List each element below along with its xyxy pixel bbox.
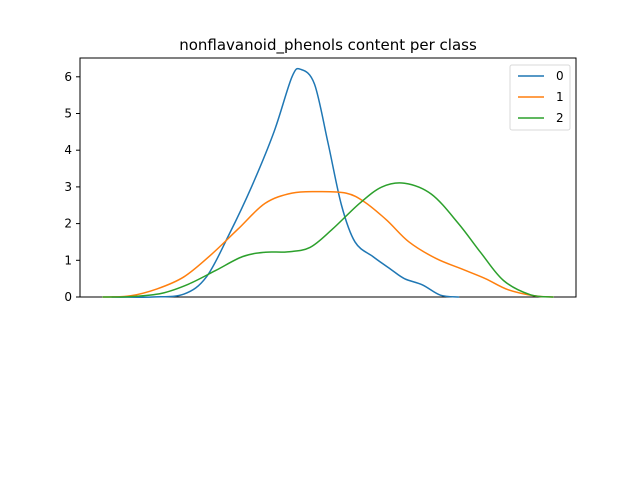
series-layer [103, 69, 553, 298]
y-tick-label: 3 [64, 180, 72, 194]
y-tick-label: 1 [64, 253, 72, 267]
y-tick-label: 5 [64, 107, 72, 121]
series-line-2 [103, 183, 553, 297]
legend-label-2: 2 [556, 111, 564, 125]
y-tick-label: 2 [64, 217, 72, 231]
series-line-1 [103, 192, 553, 297]
legend: 0 1 2 [510, 65, 570, 130]
legend-label-1: 1 [556, 90, 564, 104]
plot-area [80, 58, 576, 297]
plot-frame [80, 58, 576, 297]
y-tick-label: 0 [64, 290, 72, 304]
y-tick-label: 6 [64, 70, 72, 84]
y-axis: 0 1 2 3 4 5 6 [64, 70, 80, 304]
chart-title: nonflavanoid_phenols content per class [179, 36, 477, 55]
legend-label-0: 0 [556, 69, 564, 83]
y-tick-label: 4 [64, 143, 72, 157]
